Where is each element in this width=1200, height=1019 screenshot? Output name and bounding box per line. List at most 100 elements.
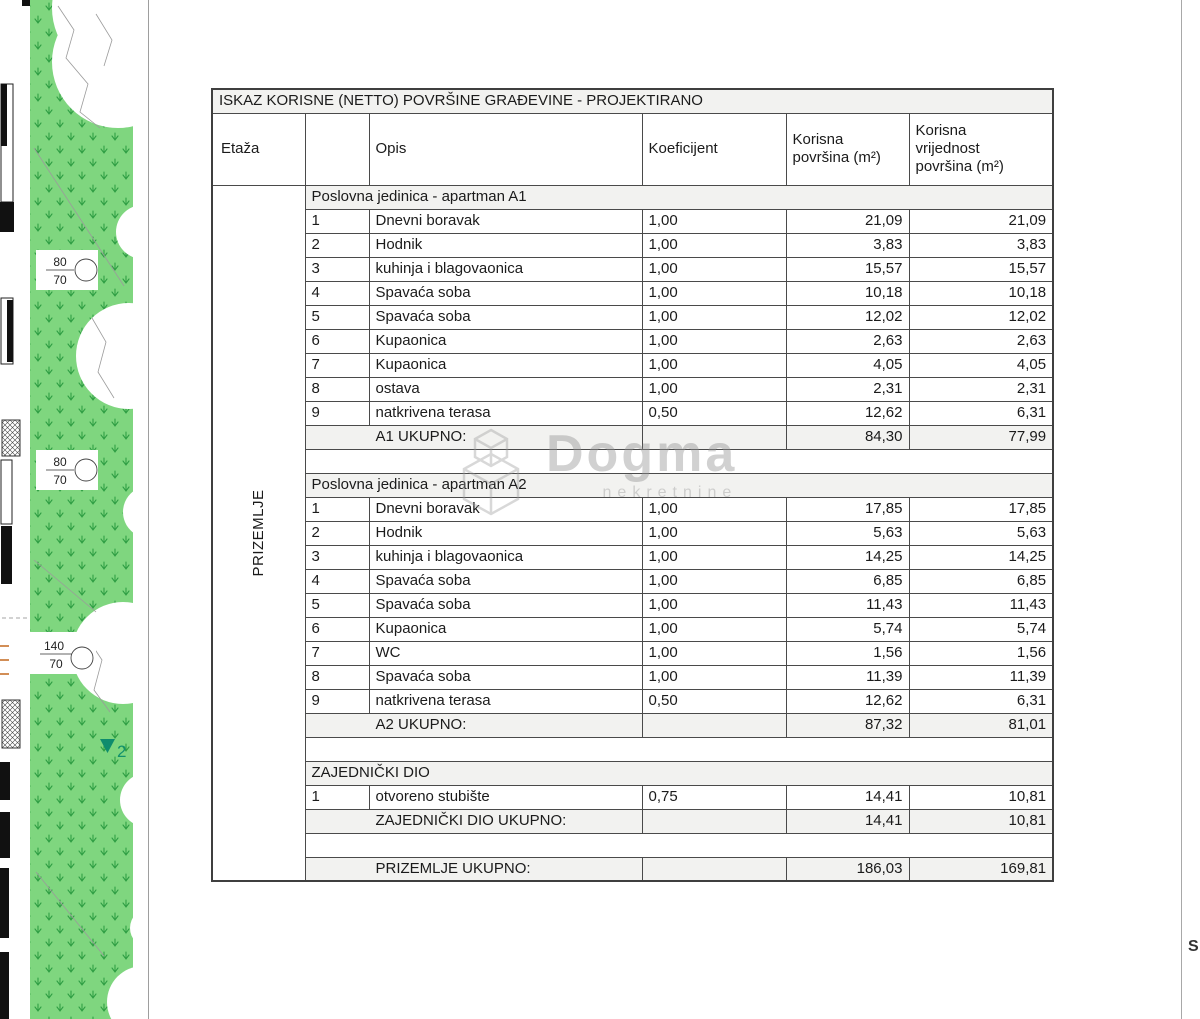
room-coefficient: 1,00 <box>641 376 787 402</box>
section-total-value: 77,99 <box>908 424 1054 450</box>
room-description: ostava <box>368 376 643 402</box>
room-number: 5 <box>304 304 370 330</box>
spacer-cell <box>304 736 1054 762</box>
room-area: 10,18 <box>785 280 910 306</box>
room-number: 7 <box>304 640 370 666</box>
room-description: Spavaća soba <box>368 568 643 594</box>
room-area: 11,43 <box>785 592 910 618</box>
room-number: 4 <box>304 568 370 594</box>
floor-label: PRIZEMLJE <box>249 489 267 577</box>
room-area: 11,39 <box>785 664 910 690</box>
header-korisna-vrijednost: Korisna vrijednost površina (m²) <box>908 112 1054 186</box>
dim-label-80-70-upper: 80 70 <box>36 250 98 290</box>
dim-top-value: 80 <box>53 255 67 269</box>
room-coefficient: 1,00 <box>641 280 787 306</box>
room-number: 7 <box>304 352 370 378</box>
room-value-area: 5,74 <box>908 616 1054 642</box>
room-number: 1 <box>304 784 370 810</box>
room-coefficient: 1,00 <box>641 496 787 522</box>
room-number: 1 <box>304 208 370 234</box>
room-description: Spavaća soba <box>368 592 643 618</box>
tree-cutouts <box>52 0 150 1019</box>
room-description: Kupaonica <box>368 328 643 354</box>
header-korisna-povrsina: Korisna površina (m²) <box>785 112 910 186</box>
room-coefficient: 1,00 <box>641 328 787 354</box>
room-value-area: 1,56 <box>908 640 1054 666</box>
room-coefficient: 1,00 <box>641 208 787 234</box>
room-number: 8 <box>304 664 370 690</box>
section-total-area: 87,32 <box>785 712 910 738</box>
room-description: otvoreno stubište <box>368 784 643 810</box>
room-number: 8 <box>304 376 370 402</box>
dim-label-140-70: 140 70 <box>30 632 96 674</box>
grand-total-value: 169,81 <box>908 856 1054 882</box>
room-area: 15,57 <box>785 256 910 282</box>
room-number: 4 <box>304 280 370 306</box>
room-number: 9 <box>304 400 370 426</box>
section-total-label: A1 UKUPNO: <box>304 424 643 450</box>
room-description: Hodnik <box>368 520 643 546</box>
section-total-label: A2 UKUPNO: <box>304 712 643 738</box>
room-coefficient: 1,00 <box>641 616 787 642</box>
dim-circle <box>74 458 98 482</box>
utility-marks <box>0 645 9 675</box>
room-area: 12,62 <box>785 400 910 426</box>
room-coefficient: 1,00 <box>641 568 787 594</box>
spacer-cell <box>304 832 1054 858</box>
section-total-empty <box>641 424 787 450</box>
room-value-area: 6,85 <box>908 568 1054 594</box>
room-number: 3 <box>304 544 370 570</box>
room-area: 12,02 <box>785 304 910 330</box>
header-blank <box>304 112 370 186</box>
room-value-area: 12,02 <box>908 304 1054 330</box>
edge-label: S <box>1188 938 1199 955</box>
room-description: Dnevni boravak <box>368 496 643 522</box>
room-area: 2,63 <box>785 328 910 354</box>
header-etaza: Etaža <box>211 112 306 186</box>
dim-label-80-70-lower: 80 70 <box>36 450 98 490</box>
dim-bottom-value: 70 <box>53 273 67 287</box>
grand-total-empty <box>641 856 787 882</box>
room-value-area: 2,31 <box>908 376 1054 402</box>
room-value-area: 17,85 <box>908 496 1054 522</box>
vegetation-area <box>30 0 133 1019</box>
room-coefficient: 0,50 <box>641 400 787 426</box>
room-value-area: 14,25 <box>908 544 1054 570</box>
section-total-label: ZAJEDNIČKI DIO UKUPNO: <box>304 808 643 834</box>
section-title: Poslovna jedinica - apartman A1 <box>304 184 1054 210</box>
room-area: 14,41 <box>785 784 910 810</box>
net-area-table: ISKAZ KORISNE (NETTO) POVRŠINE GRAĐEVINE… <box>211 88 1055 882</box>
room-value-area: 21,09 <box>908 208 1054 234</box>
dim-circle <box>70 646 94 670</box>
room-area: 3,83 <box>785 232 910 258</box>
room-description: Kupaonica <box>368 352 643 378</box>
room-value-area: 6,31 <box>908 400 1054 426</box>
room-value-area: 2,63 <box>908 328 1054 354</box>
grand-total-label: PRIZEMLJE UKUPNO: <box>304 856 643 882</box>
dim-top-value: 140 <box>44 639 64 653</box>
dim-bottom-value: 70 <box>53 473 67 487</box>
room-description: natkrivena terasa <box>368 400 643 426</box>
room-number: 3 <box>304 256 370 282</box>
room-area: 21,09 <box>785 208 910 234</box>
section-title: ZAJEDNIČKI DIO <box>304 760 1054 786</box>
section-total-area: 14,41 <box>785 808 910 834</box>
room-number: 2 <box>304 520 370 546</box>
room-description: Spavaća soba <box>368 304 643 330</box>
sketch-lines <box>33 5 125 957</box>
spacer-cell <box>304 448 1054 474</box>
room-value-area: 10,18 <box>908 280 1054 306</box>
level-marker-number: 2 <box>117 742 126 761</box>
room-description: Spavaća soba <box>368 280 643 306</box>
section-total-value: 81,01 <box>908 712 1054 738</box>
wall-sections <box>0 0 30 1019</box>
room-coefficient: 1,00 <box>641 232 787 258</box>
room-coefficient: 0,50 <box>641 688 787 714</box>
room-coefficient: 1,00 <box>641 304 787 330</box>
room-area: 14,25 <box>785 544 910 570</box>
room-value-area: 4,05 <box>908 352 1054 378</box>
dim-circle <box>74 258 98 282</box>
section-title: Poslovna jedinica - apartman A2 <box>304 472 1054 498</box>
room-description: WC <box>368 640 643 666</box>
room-number: 1 <box>304 496 370 522</box>
